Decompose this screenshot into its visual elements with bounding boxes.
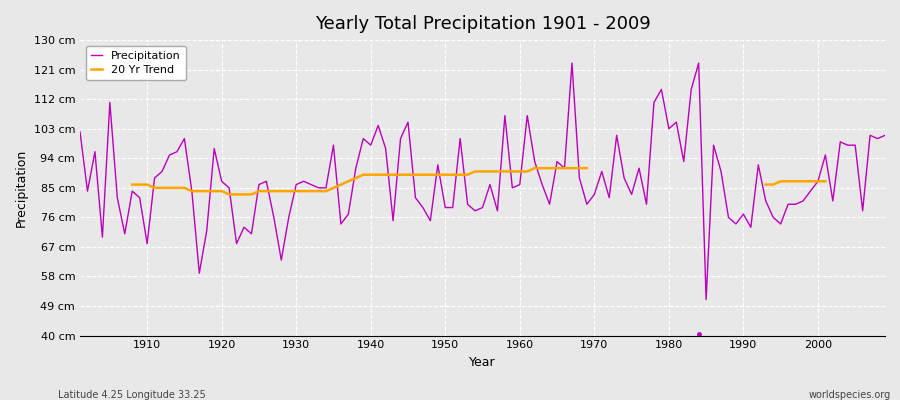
20 Yr Trend (224, 192, 235, 197)
Precipitation (343, 212, 354, 216)
Precipitation (75, 130, 86, 134)
Precipitation (298, 179, 309, 184)
Precipitation (567, 61, 578, 66)
Precipitation (515, 182, 526, 187)
20 Yr Trend (254, 189, 265, 194)
Precipitation (701, 297, 712, 302)
20 Yr Trend (410, 172, 421, 177)
Precipitation (611, 133, 622, 138)
Text: Latitude 4.25 Longitude 33.25: Latitude 4.25 Longitude 33.25 (58, 390, 206, 400)
20 Yr Trend (127, 182, 138, 187)
Text: worldspecies.org: worldspecies.org (809, 390, 891, 400)
20 Yr Trend (216, 189, 227, 194)
20 Yr Trend (581, 166, 592, 170)
20 Yr Trend (536, 166, 547, 170)
Precipitation (134, 195, 145, 200)
Y-axis label: Precipitation: Precipitation (15, 149, 28, 227)
20 Yr Trend (529, 166, 540, 170)
Precipitation (879, 133, 890, 138)
20 Yr Trend (358, 172, 369, 177)
Line: 20 Yr Trend: 20 Yr Trend (132, 168, 587, 194)
Line: Precipitation: Precipitation (80, 63, 885, 300)
X-axis label: Year: Year (469, 356, 496, 369)
Title: Yearly Total Precipitation 1901 - 2009: Yearly Total Precipitation 1901 - 2009 (315, 15, 651, 33)
20 Yr Trend (164, 186, 175, 190)
Precipitation (507, 186, 517, 190)
Legend: Precipitation, 20 Yr Trend: Precipitation, 20 Yr Trend (86, 46, 186, 80)
